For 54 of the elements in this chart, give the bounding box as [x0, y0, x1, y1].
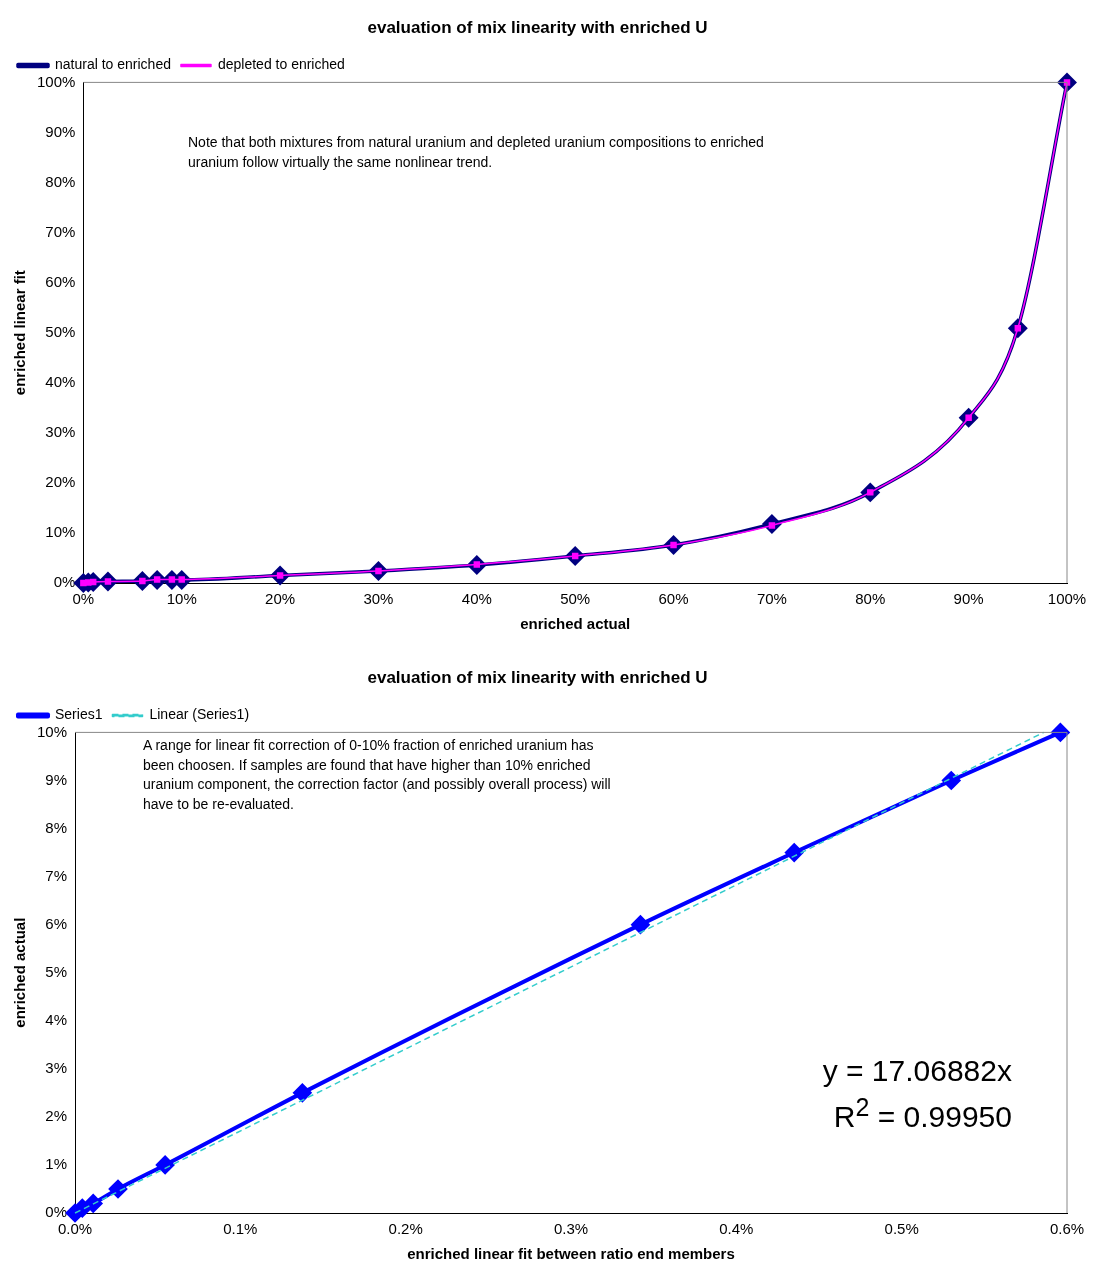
x-axis-title: enriched linear fit between ratio end members — [407, 1245, 735, 1263]
x-tick-label: 100% — [1047, 590, 1087, 608]
y-axis-title: enriched actual — [11, 917, 29, 1028]
annotation: y = 17.06882x — [822, 1053, 1012, 1089]
x-tick-label: 0.2% — [388, 1220, 423, 1238]
y-tick-label: 5% — [45, 962, 68, 980]
y-tick-label: 30% — [45, 422, 76, 440]
y-tick-label: 9% — [45, 770, 68, 788]
y-tick-label: 40% — [45, 372, 76, 390]
x-tick-label: 0.6% — [1049, 1220, 1085, 1238]
y-tick-label: 80% — [45, 172, 76, 190]
x-tick-label: 30% — [363, 590, 394, 608]
y-tick-label: 1% — [45, 1155, 68, 1173]
x-tick-label: 10% — [166, 590, 197, 608]
y-tick-label: 70% — [45, 222, 76, 240]
legend-label: Series1 — [55, 706, 103, 723]
legend-label: Linear (Series1) — [149, 706, 250, 723]
legend-label: depleted to enriched — [217, 56, 345, 73]
annotation: R$^{2}$ = 0.99950 — [833, 1092, 1012, 1135]
x-tick-label: 70% — [756, 590, 787, 608]
x-tick-label: 40% — [461, 590, 492, 608]
x-tick-label: 90% — [953, 590, 984, 608]
legend-label: natural to enriched — [55, 56, 171, 73]
x-tick-label: 0.3% — [553, 1220, 589, 1238]
y-tick-label: 4% — [45, 1010, 68, 1028]
y-tick-label: 50% — [45, 322, 76, 340]
x-tick-label: 60% — [658, 590, 689, 608]
chart-title: evaluation of mix linearity with enriched U — [367, 17, 708, 37]
x-tick-label: 20% — [265, 590, 296, 608]
x-tick-label: 50% — [560, 590, 591, 608]
y-axis-title: enriched linear fit — [11, 270, 29, 396]
x-tick-label: 0.4% — [719, 1220, 754, 1238]
x-axis-title: enriched actual — [520, 615, 631, 633]
y-tick-label: 20% — [45, 473, 76, 491]
chart-title: evaluation of mix linearity with enriched U — [367, 667, 708, 687]
y-tick-label: 0% — [53, 573, 76, 591]
y-tick-label: 3% — [45, 1058, 68, 1076]
y-tick-label: 0% — [45, 1203, 68, 1221]
annotation: Note that both mixtures from natural uranium and depleted uranium compositions to enriched uranium follow virtually the same nonlinear trend. — [188, 133, 765, 172]
y-tick-label: 100% — [36, 72, 76, 90]
y-tick-label: 2% — [45, 1107, 68, 1125]
x-tick-label: 80% — [855, 590, 886, 608]
x-tick-label: 0.0% — [57, 1220, 93, 1238]
x-tick-label: 0.5% — [884, 1220, 919, 1238]
y-tick-label: 6% — [45, 914, 68, 932]
y-tick-label: 60% — [45, 272, 76, 290]
y-tick-label: 7% — [45, 866, 68, 884]
x-tick-label: 0% — [72, 590, 95, 608]
x-tick-label: 0.1% — [223, 1220, 258, 1238]
annotation: A range for linear fit correction of 0-10% fraction of enriched uranium has been choosen. If samples are found that have higher than 10% enriched uranium component, the correction factor (and possibly overall process) will have to be re-evaluated. — [143, 736, 612, 814]
y-tick-label: 8% — [45, 818, 68, 836]
y-tick-label: 10% — [45, 523, 76, 541]
y-tick-label: 10% — [36, 722, 68, 740]
y-tick-label: 90% — [45, 122, 76, 140]
